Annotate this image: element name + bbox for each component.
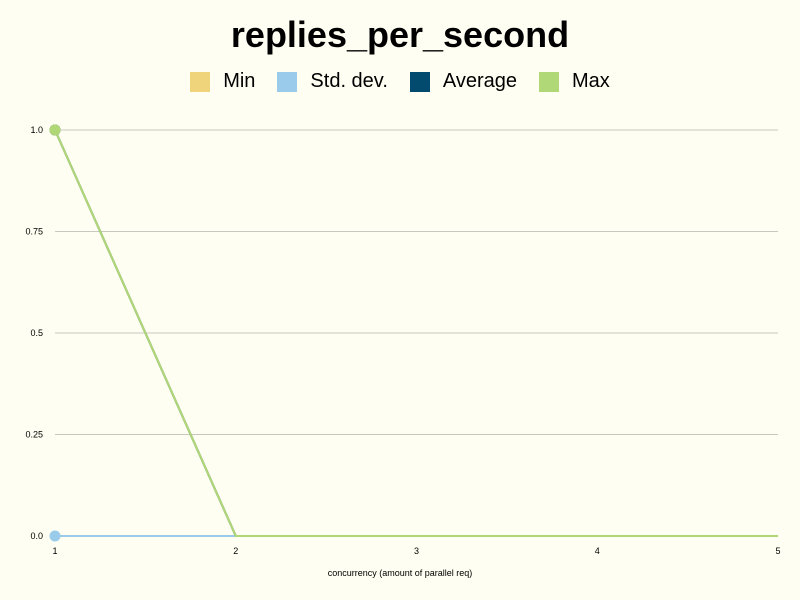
series-point-std-dev xyxy=(49,530,61,542)
legend-label-average: Average xyxy=(442,70,518,92)
legend-label-max: Max xyxy=(572,70,610,92)
x-axis-title: concurrency (amount of parallel req) xyxy=(328,568,473,578)
legend-item-max: Max xyxy=(539,70,610,93)
series-lines xyxy=(54,129,778,537)
y-tick-label: 1.0 xyxy=(30,125,43,135)
legend-item-average: Average xyxy=(409,70,518,93)
y-tick-label: 0.5 xyxy=(30,328,43,338)
legend-item-std-dev: Std. dev. xyxy=(277,70,388,93)
series-line-max xyxy=(54,129,778,537)
y-tick-label: 0.75 xyxy=(25,227,43,237)
x-tick-label: 4 xyxy=(595,546,600,556)
y-axis-ticks: 0.0 0.25 0.5 0.75 1.0 xyxy=(25,125,43,541)
x-axis-ticks: 1 2 3 4 5 xyxy=(52,546,780,556)
x-tick-label: 1 xyxy=(52,546,57,556)
y-tick-label: 0.0 xyxy=(30,531,43,541)
legend-swatch-min xyxy=(190,71,211,92)
series-point-max xyxy=(49,124,61,136)
legend-swatch-average xyxy=(409,71,430,92)
legend: Min Std. dev. Average Max xyxy=(0,70,800,93)
legend-swatch-max xyxy=(539,71,560,92)
x-tick-label: 2 xyxy=(233,546,238,556)
series-points xyxy=(49,124,61,542)
legend-item-min: Min xyxy=(190,70,255,93)
x-tick-label: 3 xyxy=(414,546,419,556)
chart-title: replies_per_second xyxy=(230,14,570,55)
x-tick-label: 5 xyxy=(775,546,780,556)
grid-lines xyxy=(55,129,778,537)
legend-label-min: Min xyxy=(223,70,256,92)
y-tick-label: 0.25 xyxy=(25,430,43,440)
legend-label-std-dev: Std. dev. xyxy=(310,70,388,92)
legend-swatch-std-dev xyxy=(277,71,298,92)
